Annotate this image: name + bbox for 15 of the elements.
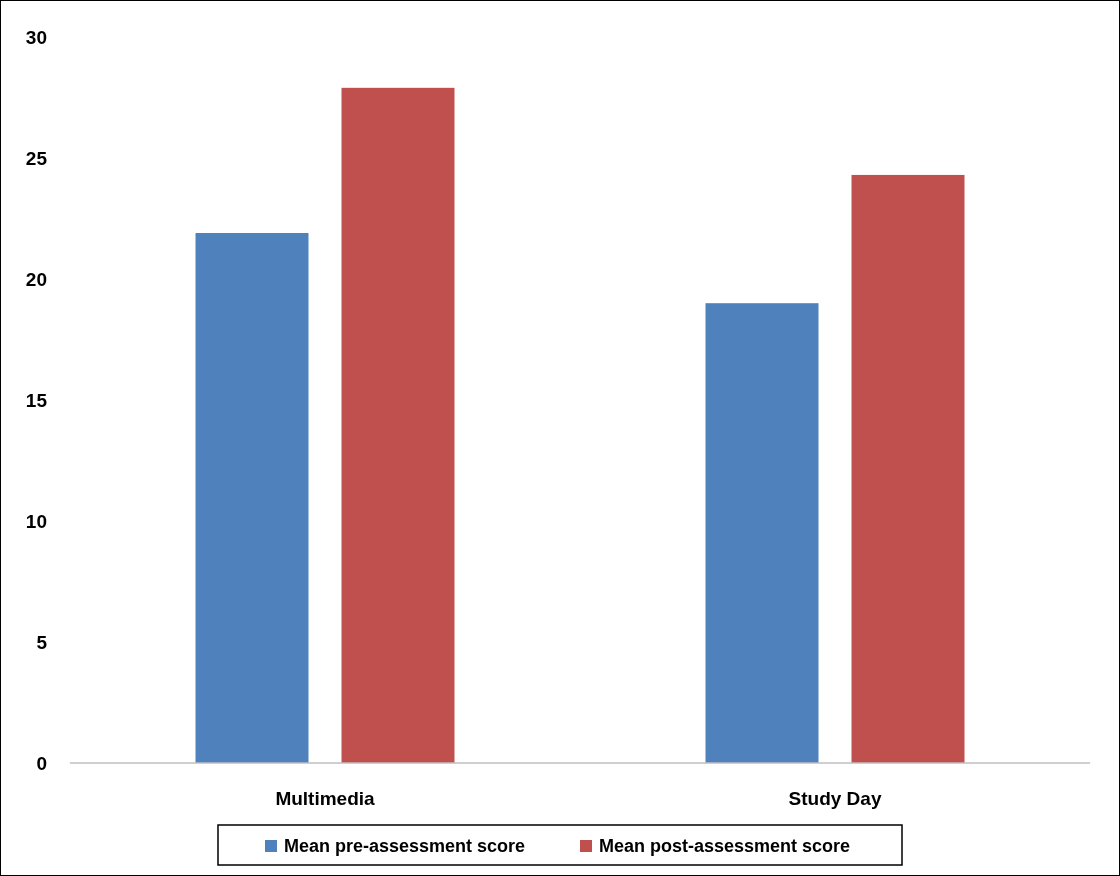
bar <box>341 87 455 763</box>
bar <box>195 233 309 763</box>
y-tick-label: 0 <box>36 752 47 774</box>
y-tick-label: 10 <box>25 510 47 532</box>
legend-label: Mean post-assessment score <box>599 836 851 857</box>
x-tick-label: Study Day <box>788 788 882 809</box>
bar <box>705 303 819 763</box>
y-tick-label: 25 <box>25 147 48 169</box>
y-tick-label: 15 <box>25 389 48 411</box>
legend-label: Mean pre-assessment score <box>284 836 526 857</box>
y-tick-label: 5 <box>36 631 48 653</box>
y-tick-label: 30 <box>25 26 47 48</box>
y-tick-label: 20 <box>25 268 47 290</box>
x-tick-label: Multimedia <box>275 788 376 809</box>
bar <box>851 174 965 763</box>
